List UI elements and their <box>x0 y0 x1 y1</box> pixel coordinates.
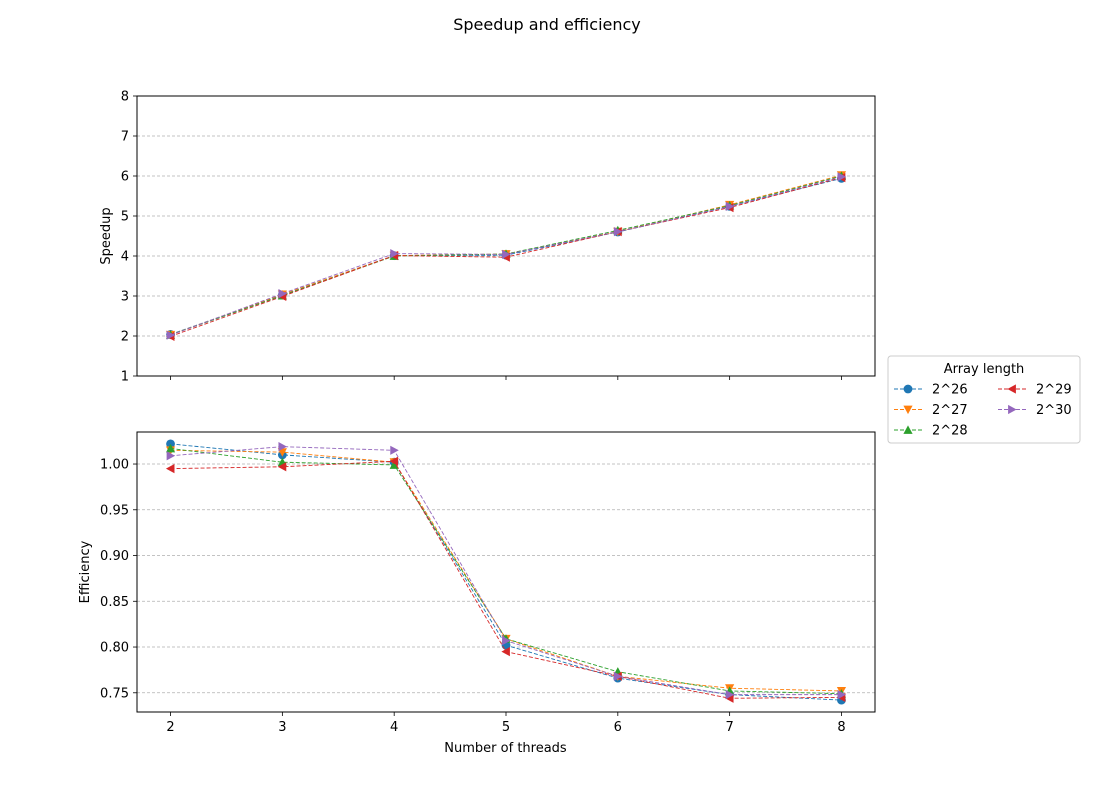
data-point <box>389 456 399 466</box>
legend: Array length 2^26 2^27 2^28 2^29 2^30 <box>887 355 1081 444</box>
legend-entry: 2^27 <box>894 403 968 418</box>
data-point <box>390 445 399 455</box>
x-tick-label: 8 <box>837 720 845 735</box>
y-tick-label: 2 <box>121 330 129 345</box>
data-point <box>613 227 623 237</box>
data-point <box>613 671 623 681</box>
legend-entry: 2^28 <box>894 424 968 439</box>
legend-label: 2^26 <box>932 383 968 398</box>
y-tick-label: 5 <box>121 210 129 225</box>
series-2-pow-30 <box>166 172 847 340</box>
y-tick-label: 0.85 <box>100 595 129 610</box>
y-axis-label: Speedup <box>99 207 114 264</box>
series-2-pow-27 <box>165 446 847 696</box>
data-point <box>277 462 287 472</box>
data-point <box>390 249 399 259</box>
series-2-pow-28 <box>165 443 847 698</box>
y-tick-label: 6 <box>121 170 129 185</box>
data-point <box>837 172 847 182</box>
data-point <box>837 690 847 700</box>
x-tick-label: 4 <box>390 720 398 735</box>
data-point <box>502 249 511 259</box>
x-tick-label: 3 <box>278 720 286 735</box>
legend-marker <box>1007 384 1016 394</box>
series-line <box>170 443 842 701</box>
data-point <box>165 443 176 453</box>
legend-marker <box>903 384 913 394</box>
y-tick-label: 7 <box>121 130 129 145</box>
series-line <box>170 460 842 699</box>
data-point <box>166 451 176 461</box>
legend-marker <box>903 425 913 434</box>
data-point <box>501 647 510 657</box>
plot-frame <box>136 431 876 713</box>
legend-marker <box>903 405 913 415</box>
data-point <box>278 289 287 299</box>
legend-label: 2^27 <box>932 403 968 418</box>
legend-label: 2^29 <box>1036 383 1072 398</box>
x-tick-label: 5 <box>502 720 510 735</box>
series-line <box>170 449 842 692</box>
efficiency-panel: 0.75 0.80 0.85 0.90 0.95 1.00 2 3 4 5 6 7 8 Efficienc… <box>78 431 876 735</box>
data-point <box>389 460 399 469</box>
x-tick-label: 2 <box>166 720 174 735</box>
data-point <box>166 330 176 340</box>
data-point <box>502 636 511 646</box>
speedup-panel: 1 2 3 4 5 6 7 8 Speedup <box>99 90 876 385</box>
series-line <box>170 448 842 695</box>
y-tick-label: 1.00 <box>100 458 129 473</box>
x-tick-label: 6 <box>614 720 622 735</box>
data-point <box>725 201 735 211</box>
y-tick-label: 8 <box>121 90 129 105</box>
legend-entry: 2^29 <box>998 383 1072 398</box>
legend-label: 2^28 <box>932 424 968 439</box>
plot-frame <box>136 95 876 377</box>
y-tick-label: 4 <box>121 250 129 265</box>
y-axis-label: Efficiency <box>78 540 93 603</box>
legend-marker <box>1008 404 1017 415</box>
y-tick-label: 0.95 <box>100 503 129 518</box>
legend-label: 2^30 <box>1036 403 1072 418</box>
data-point <box>278 442 287 452</box>
y-tick-label: 0.75 <box>100 686 129 701</box>
data-point <box>165 464 175 474</box>
legend-entry: 2^26 <box>894 383 968 398</box>
figure-title: Speedup and efficiency <box>453 15 641 34</box>
series-2-pow-30 <box>166 442 847 700</box>
legend-frame <box>887 355 1081 444</box>
data-point <box>725 690 735 700</box>
y-tick-label: 0.80 <box>100 641 129 656</box>
y-tick-label: 1 <box>121 370 129 385</box>
legend-entry: 2^30 <box>998 403 1072 418</box>
y-tick-label: 0.90 <box>100 549 129 564</box>
y-tick-label: 3 <box>121 290 129 305</box>
legend-title: Array length <box>944 362 1025 377</box>
series-2-pow-29 <box>165 456 846 703</box>
x-tick-label: 7 <box>725 720 733 735</box>
series-2-pow-26 <box>166 439 846 705</box>
x-axis-label: Number of threads <box>444 741 567 756</box>
series-line <box>170 446 842 696</box>
